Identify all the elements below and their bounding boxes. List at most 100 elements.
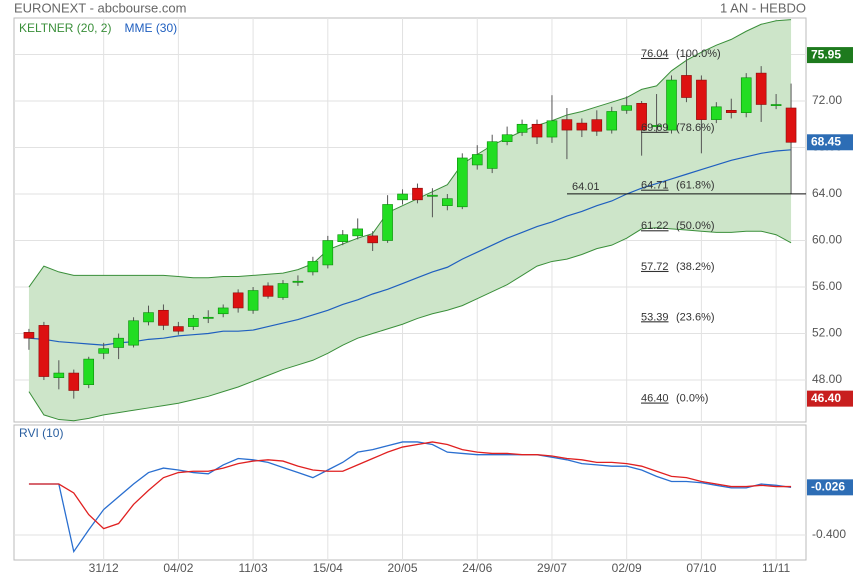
candle-body [232, 292, 244, 309]
candle-body [188, 318, 199, 327]
band-lower [28, 227, 792, 422]
rvi-line [28, 441, 792, 530]
candle-body [696, 79, 707, 120]
x-tick-label: 11/03 [239, 561, 268, 575]
price-marker-label: -0.026 [811, 480, 845, 494]
candle-body [38, 325, 50, 377]
candle-body [516, 123, 528, 133]
candle-body [785, 107, 797, 143]
source: EURONEXT - abcbourse.com [14, 0, 186, 15]
legend-entry: KELTNER (20, 2) [19, 21, 111, 35]
candle-body [621, 105, 632, 111]
x-tick-label: 29/07 [537, 561, 567, 575]
candle-body [292, 280, 304, 283]
candle-body [740, 77, 752, 113]
candle-body [576, 122, 588, 131]
band-upper [28, 19, 792, 288]
candle-body [202, 316, 214, 319]
candle-body [397, 193, 408, 201]
fib-price: 53.39 [641, 311, 669, 323]
rvi-line [28, 441, 792, 554]
x-tick-label: 04/02 [163, 561, 193, 575]
fib-percent: (61.8%) [676, 180, 715, 192]
candle-body [128, 320, 139, 346]
y-tick-label: 60.00 [812, 233, 842, 247]
candle-body [770, 104, 782, 106]
candle-body [143, 312, 154, 323]
mme-line [28, 149, 792, 346]
x-tick-label: 20/05 [388, 561, 418, 575]
candle-body [217, 307, 229, 315]
price-marker-label: 46.40 [811, 391, 841, 405]
y-tick-label: -0.400 [812, 527, 846, 541]
fib-percent: (0.0%) [676, 393, 708, 405]
period: 1 AN - HEBDO [720, 0, 806, 15]
y-tick-label: 52.00 [812, 326, 842, 340]
candle-body [755, 72, 767, 105]
fib-percent: (23.6%) [676, 311, 715, 323]
candle-body [277, 283, 289, 298]
candle-body [68, 372, 80, 391]
x-tick-label: 11/11 [762, 561, 791, 575]
fib-percent: (100.0%) [676, 48, 721, 60]
x-tick-label: 02/09 [612, 561, 642, 575]
candle-body [636, 103, 647, 131]
y-tick-label: 72.00 [812, 93, 842, 107]
x-tick-label: 24/06 [462, 561, 492, 575]
candle-body [606, 111, 618, 131]
y-tick-label: 56.00 [812, 279, 842, 293]
candle-body [352, 228, 363, 237]
candle-body [591, 119, 603, 132]
price-marker-label: 75.95 [811, 47, 841, 61]
candle-body [471, 154, 483, 166]
fib-percent: (38.2%) [676, 261, 715, 273]
x-tick-label: 31/12 [89, 561, 119, 575]
candle-body [651, 125, 662, 127]
fib-price: 57.72 [641, 261, 669, 273]
candle-body [561, 119, 573, 131]
candle-body [262, 285, 274, 297]
price-marker [807, 479, 853, 496]
candle-body [725, 110, 737, 113]
y-tick-label: 64.00 [812, 186, 842, 200]
candle-body [711, 106, 722, 120]
price-marker [807, 134, 853, 151]
rvi-title: RVI (10) [19, 426, 63, 440]
candle-body [501, 134, 513, 142]
candle-body [486, 141, 498, 169]
fib-price: 64.71 [641, 180, 669, 192]
candle-body [173, 326, 184, 332]
candle-body [113, 337, 124, 348]
x-tick-label: 07/10 [686, 561, 716, 575]
legend-entry: MME (30) [124, 21, 177, 35]
reference-label: 64.01 [572, 181, 600, 193]
candle-body [427, 194, 438, 197]
fib-percent: (50.0%) [676, 220, 715, 232]
candle-body [681, 75, 692, 98]
price-marker-label: 68.45 [811, 134, 841, 148]
plot-layer: 48.0052.0056.0060.0064.0068.0072.0076.00… [14, 18, 853, 575]
price-marker [807, 47, 853, 64]
candle-body [546, 120, 558, 138]
candle-body [382, 204, 393, 241]
fib-price: 76.04 [641, 48, 669, 60]
fib-price: 46.40 [641, 393, 669, 405]
candle-body [666, 79, 677, 131]
y-tick-label: 48.00 [812, 372, 842, 386]
candle-body [158, 309, 169, 326]
x-tick-label: 15/04 [313, 561, 343, 575]
candle-body [53, 372, 65, 379]
fib-percent: (78.6%) [676, 122, 715, 134]
candle-body [98, 348, 109, 354]
candle-body [457, 157, 468, 208]
candle-body [412, 187, 423, 201]
candle-body [307, 261, 319, 273]
candle-body [322, 240, 334, 266]
candle-body [531, 123, 543, 138]
candle-body [367, 235, 378, 244]
candle-body [337, 234, 349, 242]
fib-price: 69.69 [641, 122, 669, 134]
candle-body [83, 358, 95, 385]
